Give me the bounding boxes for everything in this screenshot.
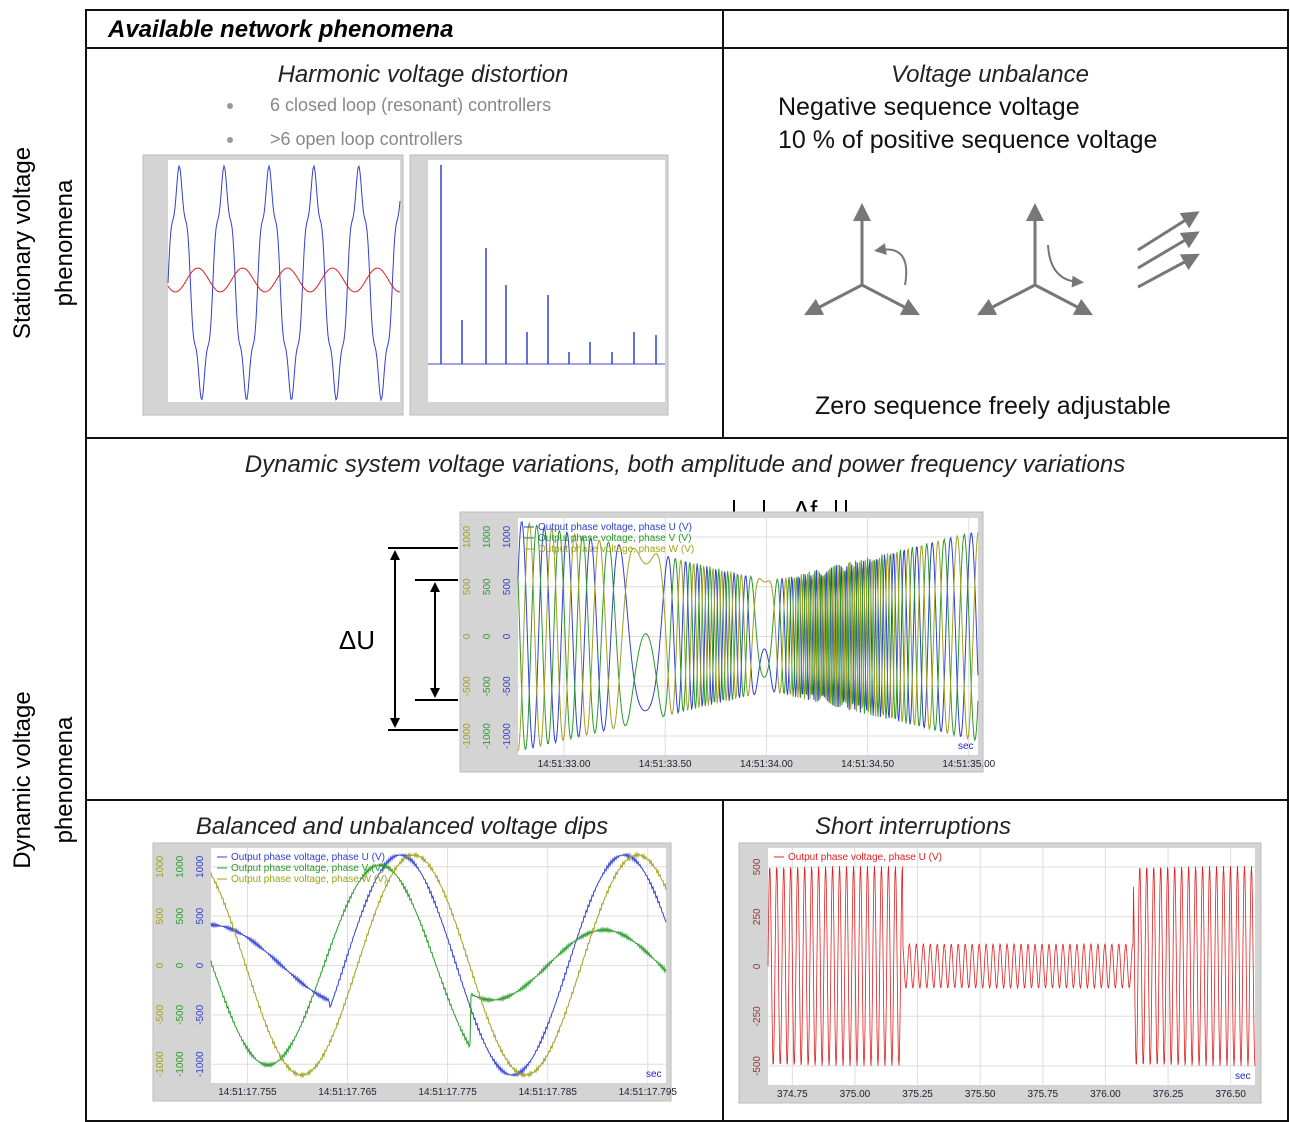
row-label: phenomena (51, 179, 78, 306)
y-tick-label: -500 (752, 1056, 763, 1076)
cell-title: Dynamic system voltage variations, both … (245, 451, 1125, 478)
phasor-icons (812, 212, 1192, 311)
legend-entry: Output phase voltage, phase U (V) (231, 852, 385, 863)
y-tick-label: -500 (482, 676, 493, 696)
y-tick-label: 1000 (155, 855, 166, 878)
y-tick-label: 1000 (482, 525, 493, 548)
x-tick-label: 375.25 (902, 1089, 933, 1100)
y-tick-label: 1000 (502, 525, 513, 548)
y-tick-label: -1000 (155, 1051, 166, 1077)
delta-u: ΔU (339, 625, 375, 655)
x-tick-label: 375.75 (1028, 1089, 1059, 1100)
y-tick-label: 1000 (175, 855, 186, 878)
x-tick-label: 14:51:33.00 (538, 759, 591, 770)
legend-entry: Output phase voltage, phase U (V) (788, 852, 942, 863)
y-tick-label: 250 (752, 908, 763, 925)
y-tick-label: 500 (482, 578, 493, 595)
y-tick-label: 500 (155, 907, 166, 924)
cell-text: Negative sequence voltage (778, 93, 1080, 121)
y-tick-label: -500 (502, 676, 513, 696)
x-tick-label: 375.00 (840, 1089, 871, 1100)
y-tick-label: 1000 (195, 855, 206, 878)
x-tick-label: 14:51:17.755 (218, 1087, 277, 1098)
y-tick-label: 0 (175, 962, 186, 968)
y-tick-label: 0 (155, 962, 166, 968)
y-tick-label: 500 (752, 858, 763, 875)
x-tick-label: 14:51:34.00 (740, 759, 793, 770)
y-tick-label: -250 (752, 1006, 763, 1026)
x-tick-label: 374.75 (777, 1089, 808, 1100)
legend-entry: Output phase voltage, phase W (V) (538, 544, 694, 555)
x-tick-label: 14:51:34.50 (841, 759, 894, 770)
legend-entry: Output phase voltage, phase V (V) (538, 533, 691, 544)
row-label: Stationary voltage (9, 147, 36, 339)
legend-entry: Output phase voltage, phase U (V) (538, 522, 692, 533)
legend-entry: Output phase voltage, phase V (V) (231, 863, 384, 874)
row-label: Dynamic voltage (9, 691, 36, 868)
y-tick-label: 500 (175, 907, 186, 924)
x-tick-label: 14:51:35.00 (942, 759, 995, 770)
cell-title: Short interruptions (815, 813, 1011, 840)
cell-text: Zero sequence freely adjustable (815, 392, 1171, 420)
y-tick-label: 0 (752, 963, 763, 969)
y-tick-label: -1000 (175, 1051, 186, 1077)
x-tick-label: 376.25 (1153, 1089, 1184, 1100)
y-tick-label: 0 (462, 633, 473, 639)
axis-unit: sec (958, 741, 974, 752)
page: Available network phenomena Stationary v… (0, 0, 1290, 1122)
axis-unit: sec (646, 1069, 662, 1080)
bullet-text: 6 closed loop (resonant) controllers (270, 95, 551, 115)
cell-title: Voltage unbalance (891, 61, 1089, 88)
x-tick-label: 14:51:17.795 (619, 1087, 678, 1098)
header-title: Available network phenomena (107, 16, 453, 43)
x-tick-label: 14:51:17.775 (418, 1087, 477, 1098)
y-tick-label: 0 (502, 633, 513, 639)
y-tick-label: -1000 (195, 1051, 206, 1077)
y-tick-label: 1000 (462, 525, 473, 548)
x-tick-label: 14:51:17.785 (519, 1087, 578, 1098)
y-tick-label: 500 (462, 578, 473, 595)
x-tick-label: 375.50 (965, 1089, 996, 1100)
axis-unit: sec (1235, 1071, 1251, 1082)
y-tick-label: -500 (195, 1004, 206, 1024)
x-tick-label: 376.50 (1215, 1089, 1246, 1100)
y-tick-label: 500 (502, 578, 513, 595)
y-tick-label: 0 (195, 962, 206, 968)
y-tick-label: -500 (462, 676, 473, 696)
y-tick-label: 0 (482, 633, 493, 639)
y-tick-label: -1000 (462, 723, 473, 749)
y-tick-label: -1000 (502, 723, 513, 749)
row-label: phenomena (51, 716, 78, 843)
bullet-text: >6 open loop controllers (270, 129, 463, 149)
x-tick-label: 376.00 (1090, 1089, 1121, 1100)
plot-area (428, 160, 665, 402)
y-tick-label: -500 (175, 1004, 186, 1024)
x-tick-label: 14:51:17.765 (318, 1087, 377, 1098)
y-tick-label: 500 (195, 907, 206, 924)
bullet (227, 103, 233, 109)
x-tick-label: 14:51:33.50 (639, 759, 692, 770)
y-tick-label: -1000 (482, 723, 493, 749)
cell-title: Harmonic voltage distortion (278, 61, 569, 88)
bullet (227, 137, 233, 143)
legend-entry: Output phase voltage, phase W (V) (231, 874, 387, 885)
y-tick-label: -500 (155, 1004, 166, 1024)
cell-title: Balanced and unbalanced voltage dips (196, 813, 608, 840)
cell-text: 10 % of positive sequence voltage (778, 126, 1157, 154)
figure: Available network phenomena Stationary v… (0, 0, 1290, 1122)
